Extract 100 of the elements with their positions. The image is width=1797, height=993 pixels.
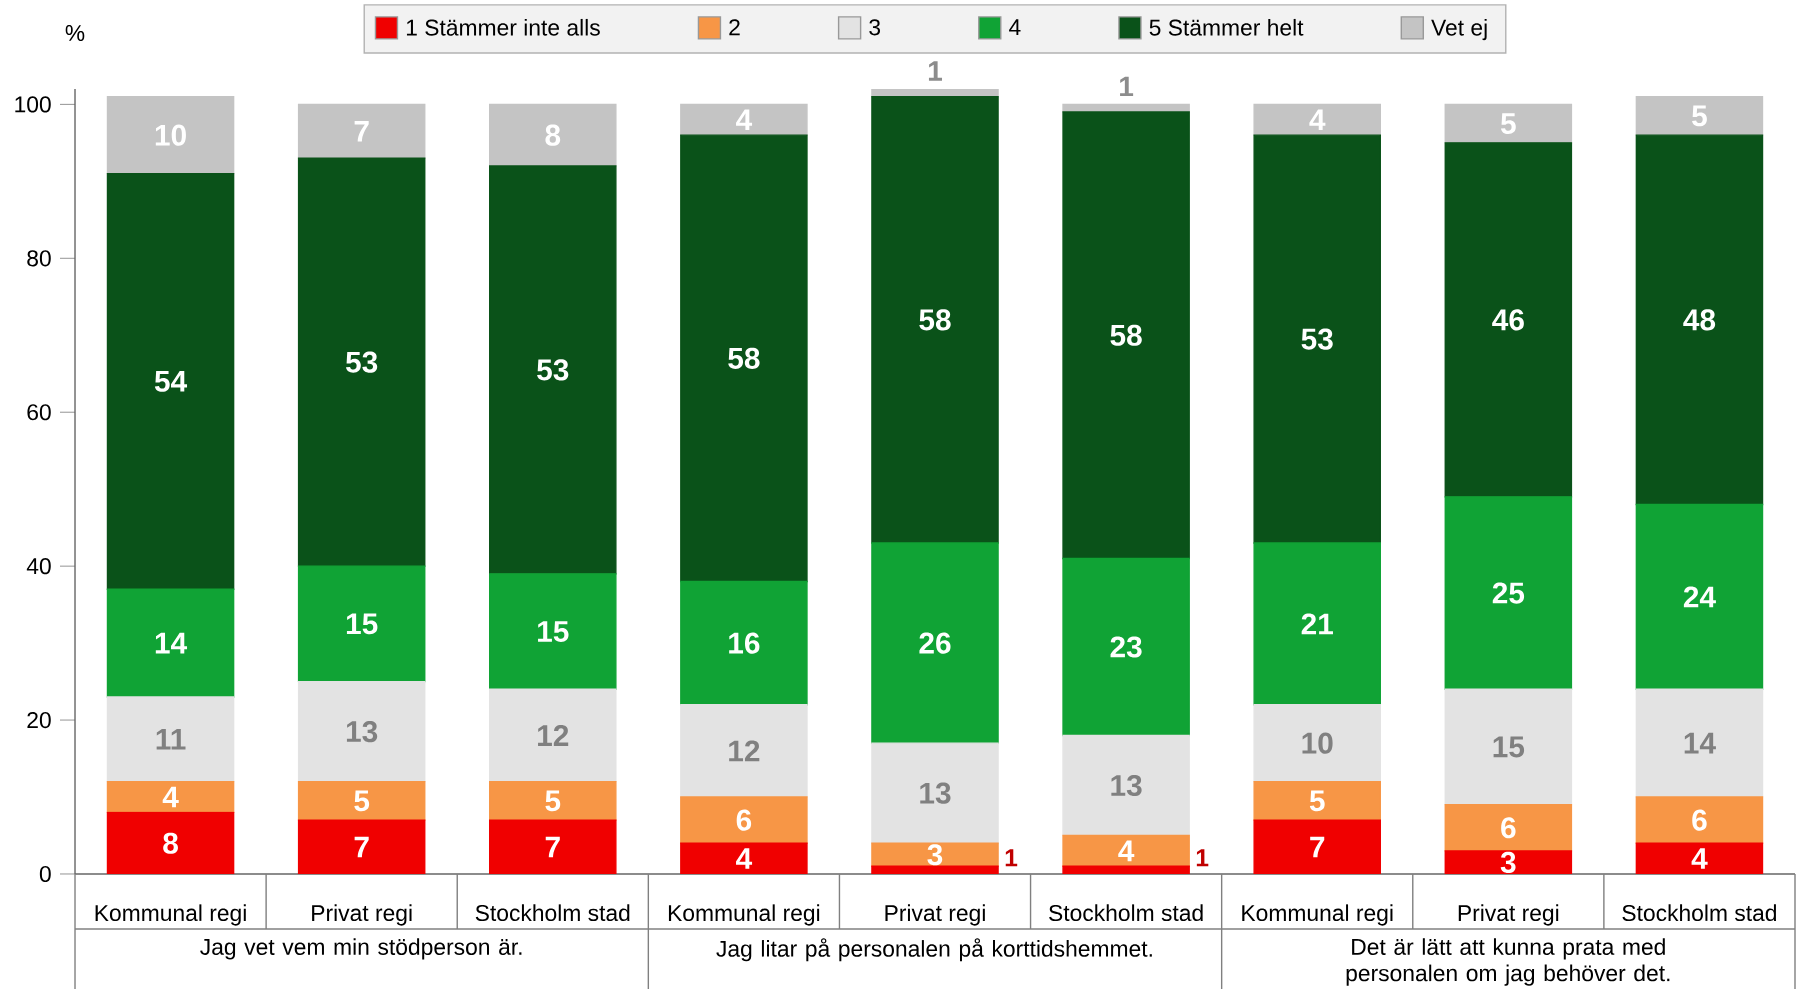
data-label: 3 [1500, 851, 1516, 874]
data-label: 1 [928, 61, 943, 81]
x-tick-label: Kommunal regi [668, 904, 820, 926]
data-label: 12 [729, 740, 760, 762]
bar [1253, 703, 1381, 783]
legend-label: 5 Stämmer helt [1149, 18, 1304, 36]
data-label: 5 [1309, 790, 1325, 812]
bar [489, 103, 617, 167]
bar [106, 696, 235, 783]
bar [1062, 734, 1190, 837]
x-tick-label: Privat regi [1458, 904, 1559, 926]
bar [297, 780, 426, 821]
data-label: 58 [728, 347, 760, 369]
bar [680, 134, 808, 583]
bar [1062, 557, 1190, 737]
data-label: 4 [736, 109, 753, 131]
data-label: 7 [354, 836, 369, 858]
data-label: 15 [538, 621, 569, 642]
data-label: 16 [729, 632, 760, 654]
bar [1253, 819, 1381, 874]
bar [106, 95, 235, 175]
bar [489, 780, 617, 821]
text: Jag litar på personalen på korttidshemmet. [716, 938, 1152, 962]
data-label: 26 [919, 632, 951, 654]
bar [106, 588, 235, 698]
data-label: 4 [736, 848, 753, 869]
bar [680, 842, 808, 874]
y-tick-label: 20 [27, 712, 51, 729]
x-tick-label: Stockholm stad [1622, 904, 1777, 922]
x-tick-label: Privat regi [312, 904, 412, 926]
data-label: 4 [1309, 109, 1326, 131]
data-label: 13 [346, 721, 378, 743]
bar [680, 703, 808, 798]
data-label: 1 [1196, 849, 1209, 867]
y-tick-label: 40 [26, 558, 51, 575]
bar [871, 95, 999, 544]
bar [680, 796, 808, 844]
bar [1444, 496, 1573, 690]
data-label: 11 [156, 729, 186, 750]
data-label: 6 [736, 809, 752, 831]
data-label: 53 [345, 351, 378, 373]
data-label: 6 [1501, 817, 1516, 839]
data-label: 8 [163, 832, 178, 854]
legend-label: 4 [1009, 19, 1021, 36]
x-tick-label: Stockholm stad [1049, 904, 1203, 922]
data-label: 4 [1118, 840, 1135, 862]
data-label: 6 [1692, 809, 1707, 831]
bar [297, 157, 426, 567]
data-label: 24 [1683, 586, 1716, 608]
data-label: 13 [920, 782, 951, 804]
bar [1444, 103, 1573, 144]
bar [489, 573, 617, 690]
bar [1253, 780, 1381, 821]
bar [1253, 134, 1381, 544]
bar [1062, 111, 1190, 560]
bar [297, 565, 426, 683]
y-tick-label: 100 [15, 96, 51, 113]
bar [1444, 142, 1573, 498]
bar [1635, 796, 1764, 844]
data-label: 7 [354, 121, 369, 142]
bar [871, 542, 999, 744]
data-label: 1 [1005, 849, 1018, 867]
bar [1635, 503, 1764, 690]
data-label: 3 [927, 844, 943, 866]
data-label: 48 [1683, 309, 1716, 331]
text: Jag vet vem min stödperson är. [200, 938, 522, 960]
bar [1253, 103, 1381, 136]
data-label: 5 [1692, 105, 1707, 127]
bar [489, 165, 617, 575]
y-tick-label: 60 [27, 404, 51, 421]
data-label: 12 [538, 725, 569, 746]
legend-label: 3 [869, 19, 881, 36]
bar [297, 680, 426, 783]
data-label: 58 [919, 309, 951, 331]
x-tick-label: Privat regi [885, 904, 985, 926]
data-label: 25 [1492, 582, 1525, 604]
legend-label: 1 Stämmer inte alls [406, 18, 600, 36]
y-tick-label: 80 [27, 250, 51, 267]
bar [680, 103, 808, 136]
bar [1444, 804, 1573, 852]
bar [680, 580, 808, 706]
legend-label: Vet ej [1431, 18, 1487, 41]
data-label: 5 [545, 790, 561, 812]
bar [1635, 134, 1764, 506]
data-label: 15 [346, 613, 378, 635]
bar [297, 819, 426, 874]
data-label: 14 [155, 632, 188, 654]
bar [1635, 842, 1764, 874]
data-label: 5 [1500, 113, 1516, 135]
data-label: 4 [1691, 848, 1708, 869]
data-label: 10 [155, 124, 186, 146]
bar [106, 780, 235, 814]
data-label: 8 [545, 124, 561, 146]
bar [1635, 95, 1764, 136]
bar [489, 688, 617, 783]
y-tick-label: 0 [39, 865, 51, 883]
bar [1635, 688, 1764, 798]
bar [106, 811, 235, 874]
data-label: 46 [1492, 309, 1524, 331]
data-label: 54 [154, 371, 188, 392]
